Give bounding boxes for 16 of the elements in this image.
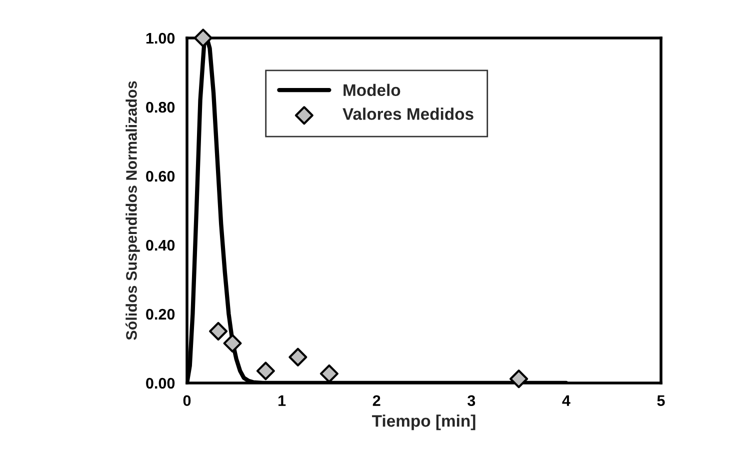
x-tick-label: 1 (278, 395, 286, 406)
y-tick-label: 0.40 (146, 240, 175, 251)
legend-label: Valores Medidos (342, 108, 474, 120)
y-tick-label: 1.00 (146, 32, 175, 44)
y-tick-label: 0.20 (146, 308, 175, 320)
x-tick-label: 4 (562, 395, 570, 406)
y-tick-label: 0.80 (146, 102, 175, 113)
x-tick-label: 5 (657, 395, 665, 406)
x-tick-label: 3 (468, 395, 476, 406)
y-axis-title: Sólidos Suspendidos Normalizados (126, 81, 140, 340)
x-tick-label: 0 (183, 395, 191, 406)
legend-label: Modelo (344, 84, 400, 96)
x-tick-label: 2 (372, 395, 380, 406)
x-axis-title: Tiempo [min] (372, 414, 476, 430)
y-tick-label: 0.00 (146, 378, 175, 389)
y-tick-label: 0.60 (146, 170, 175, 182)
